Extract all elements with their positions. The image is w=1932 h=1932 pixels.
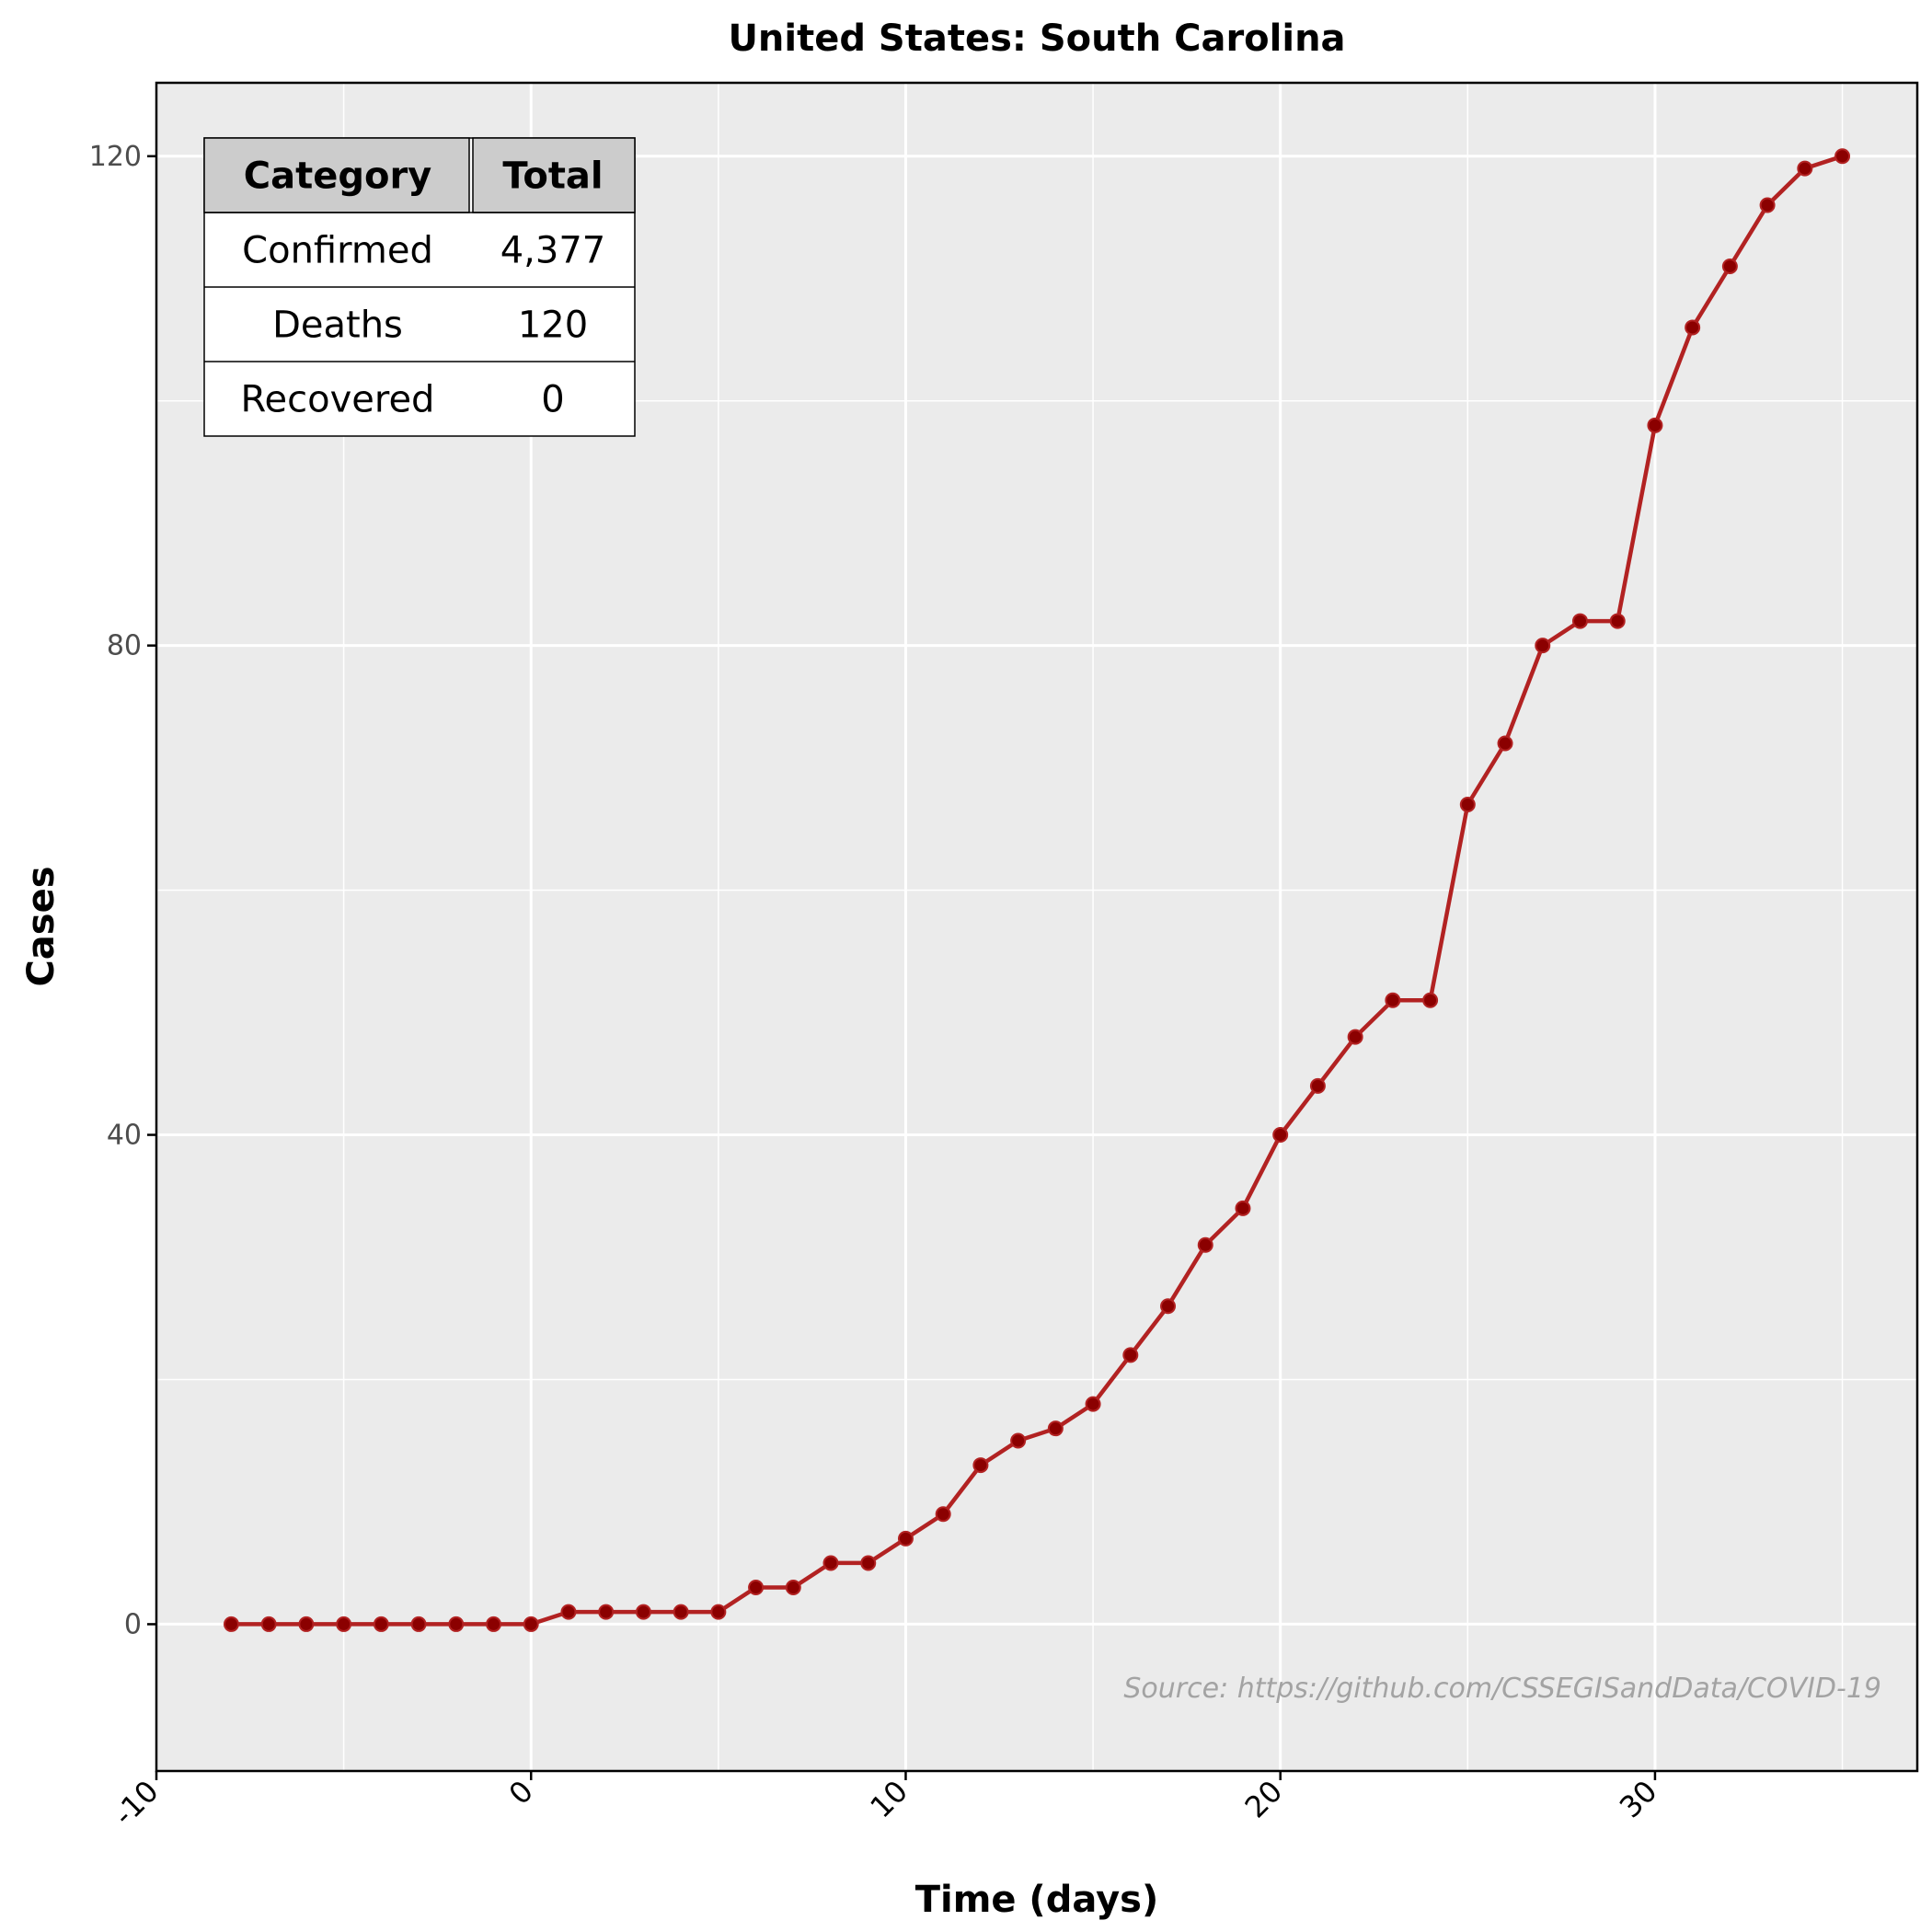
data-point xyxy=(1459,797,1476,813)
data-point xyxy=(336,1616,352,1632)
data-point xyxy=(260,1616,277,1632)
data-point xyxy=(1309,1077,1326,1094)
data-point xyxy=(935,1506,951,1523)
x-tick-label: 10 xyxy=(863,1774,914,1825)
x-axis-title: Time (days) xyxy=(915,1879,1159,1921)
table-total-cell: 0 xyxy=(541,379,564,421)
data-point xyxy=(598,1604,615,1620)
data-point xyxy=(1085,1396,1101,1412)
data-point xyxy=(410,1616,427,1632)
summary-table: Category Total Confirmed 4,377 Deaths 120 Reco… xyxy=(203,137,636,437)
data-point xyxy=(673,1604,689,1620)
plot-border xyxy=(155,81,1919,1773)
data-point xyxy=(1272,1127,1289,1144)
table-header-cell xyxy=(472,137,636,213)
data-point xyxy=(1235,1200,1251,1216)
data-point xyxy=(860,1555,877,1571)
data-point xyxy=(1609,613,1626,629)
x-tick-label: 30 xyxy=(1613,1774,1664,1825)
y-tick-label: 120 xyxy=(89,141,142,173)
data-point xyxy=(1010,1432,1027,1449)
data-point xyxy=(785,1580,801,1596)
data-point xyxy=(710,1604,727,1620)
data-point xyxy=(523,1616,539,1632)
y-tick-label: 80 xyxy=(107,630,142,662)
data-point xyxy=(1797,160,1813,177)
data-point xyxy=(1759,197,1776,213)
data-point xyxy=(635,1604,651,1620)
data-point xyxy=(897,1530,914,1547)
data-point xyxy=(1834,148,1851,165)
data-point xyxy=(822,1555,839,1571)
data-point xyxy=(1385,992,1401,1008)
data-point xyxy=(748,1580,765,1596)
data-point xyxy=(972,1457,989,1474)
data-point xyxy=(1721,258,1738,274)
data-point xyxy=(1497,735,1513,752)
data-point xyxy=(1347,1029,1363,1045)
data-point xyxy=(1122,1347,1139,1363)
data-point xyxy=(1647,417,1663,433)
table-category-cell: Recovered xyxy=(241,379,435,421)
data-point xyxy=(486,1616,502,1632)
data-point xyxy=(1160,1298,1177,1315)
data-point xyxy=(1685,319,1701,336)
data-point xyxy=(1047,1420,1064,1437)
table-category-cell: Deaths xyxy=(272,305,403,347)
data-point xyxy=(448,1616,465,1632)
table-category-cell: Confirmed xyxy=(242,230,433,272)
x-tick-label: 20 xyxy=(1238,1774,1290,1825)
y-axis-title: Cases xyxy=(20,866,63,986)
data-point xyxy=(298,1616,315,1632)
table-header-label: Total xyxy=(502,155,603,198)
table-total-cell: 4,377 xyxy=(500,230,606,272)
data-point xyxy=(560,1604,577,1620)
x-tick-label: 0 xyxy=(502,1774,540,1811)
source-annotation: Source: https://github.com/CSSEGISandDat… xyxy=(1123,1673,1881,1705)
table-total-cell: 120 xyxy=(518,305,588,347)
data-point xyxy=(373,1616,389,1632)
chart-title: United States: South Carolina xyxy=(728,17,1345,60)
y-tick-label: 0 xyxy=(124,1608,142,1640)
data-point xyxy=(1571,613,1588,629)
data-point xyxy=(223,1616,239,1632)
y-tick-label: 40 xyxy=(107,1120,142,1152)
table-header-label: Category xyxy=(244,155,432,198)
data-point xyxy=(1422,992,1439,1008)
x-tick-label: -10 xyxy=(107,1774,166,1833)
data-point xyxy=(1197,1236,1213,1253)
series-layer xyxy=(223,148,1851,1632)
data-point xyxy=(1535,638,1551,654)
